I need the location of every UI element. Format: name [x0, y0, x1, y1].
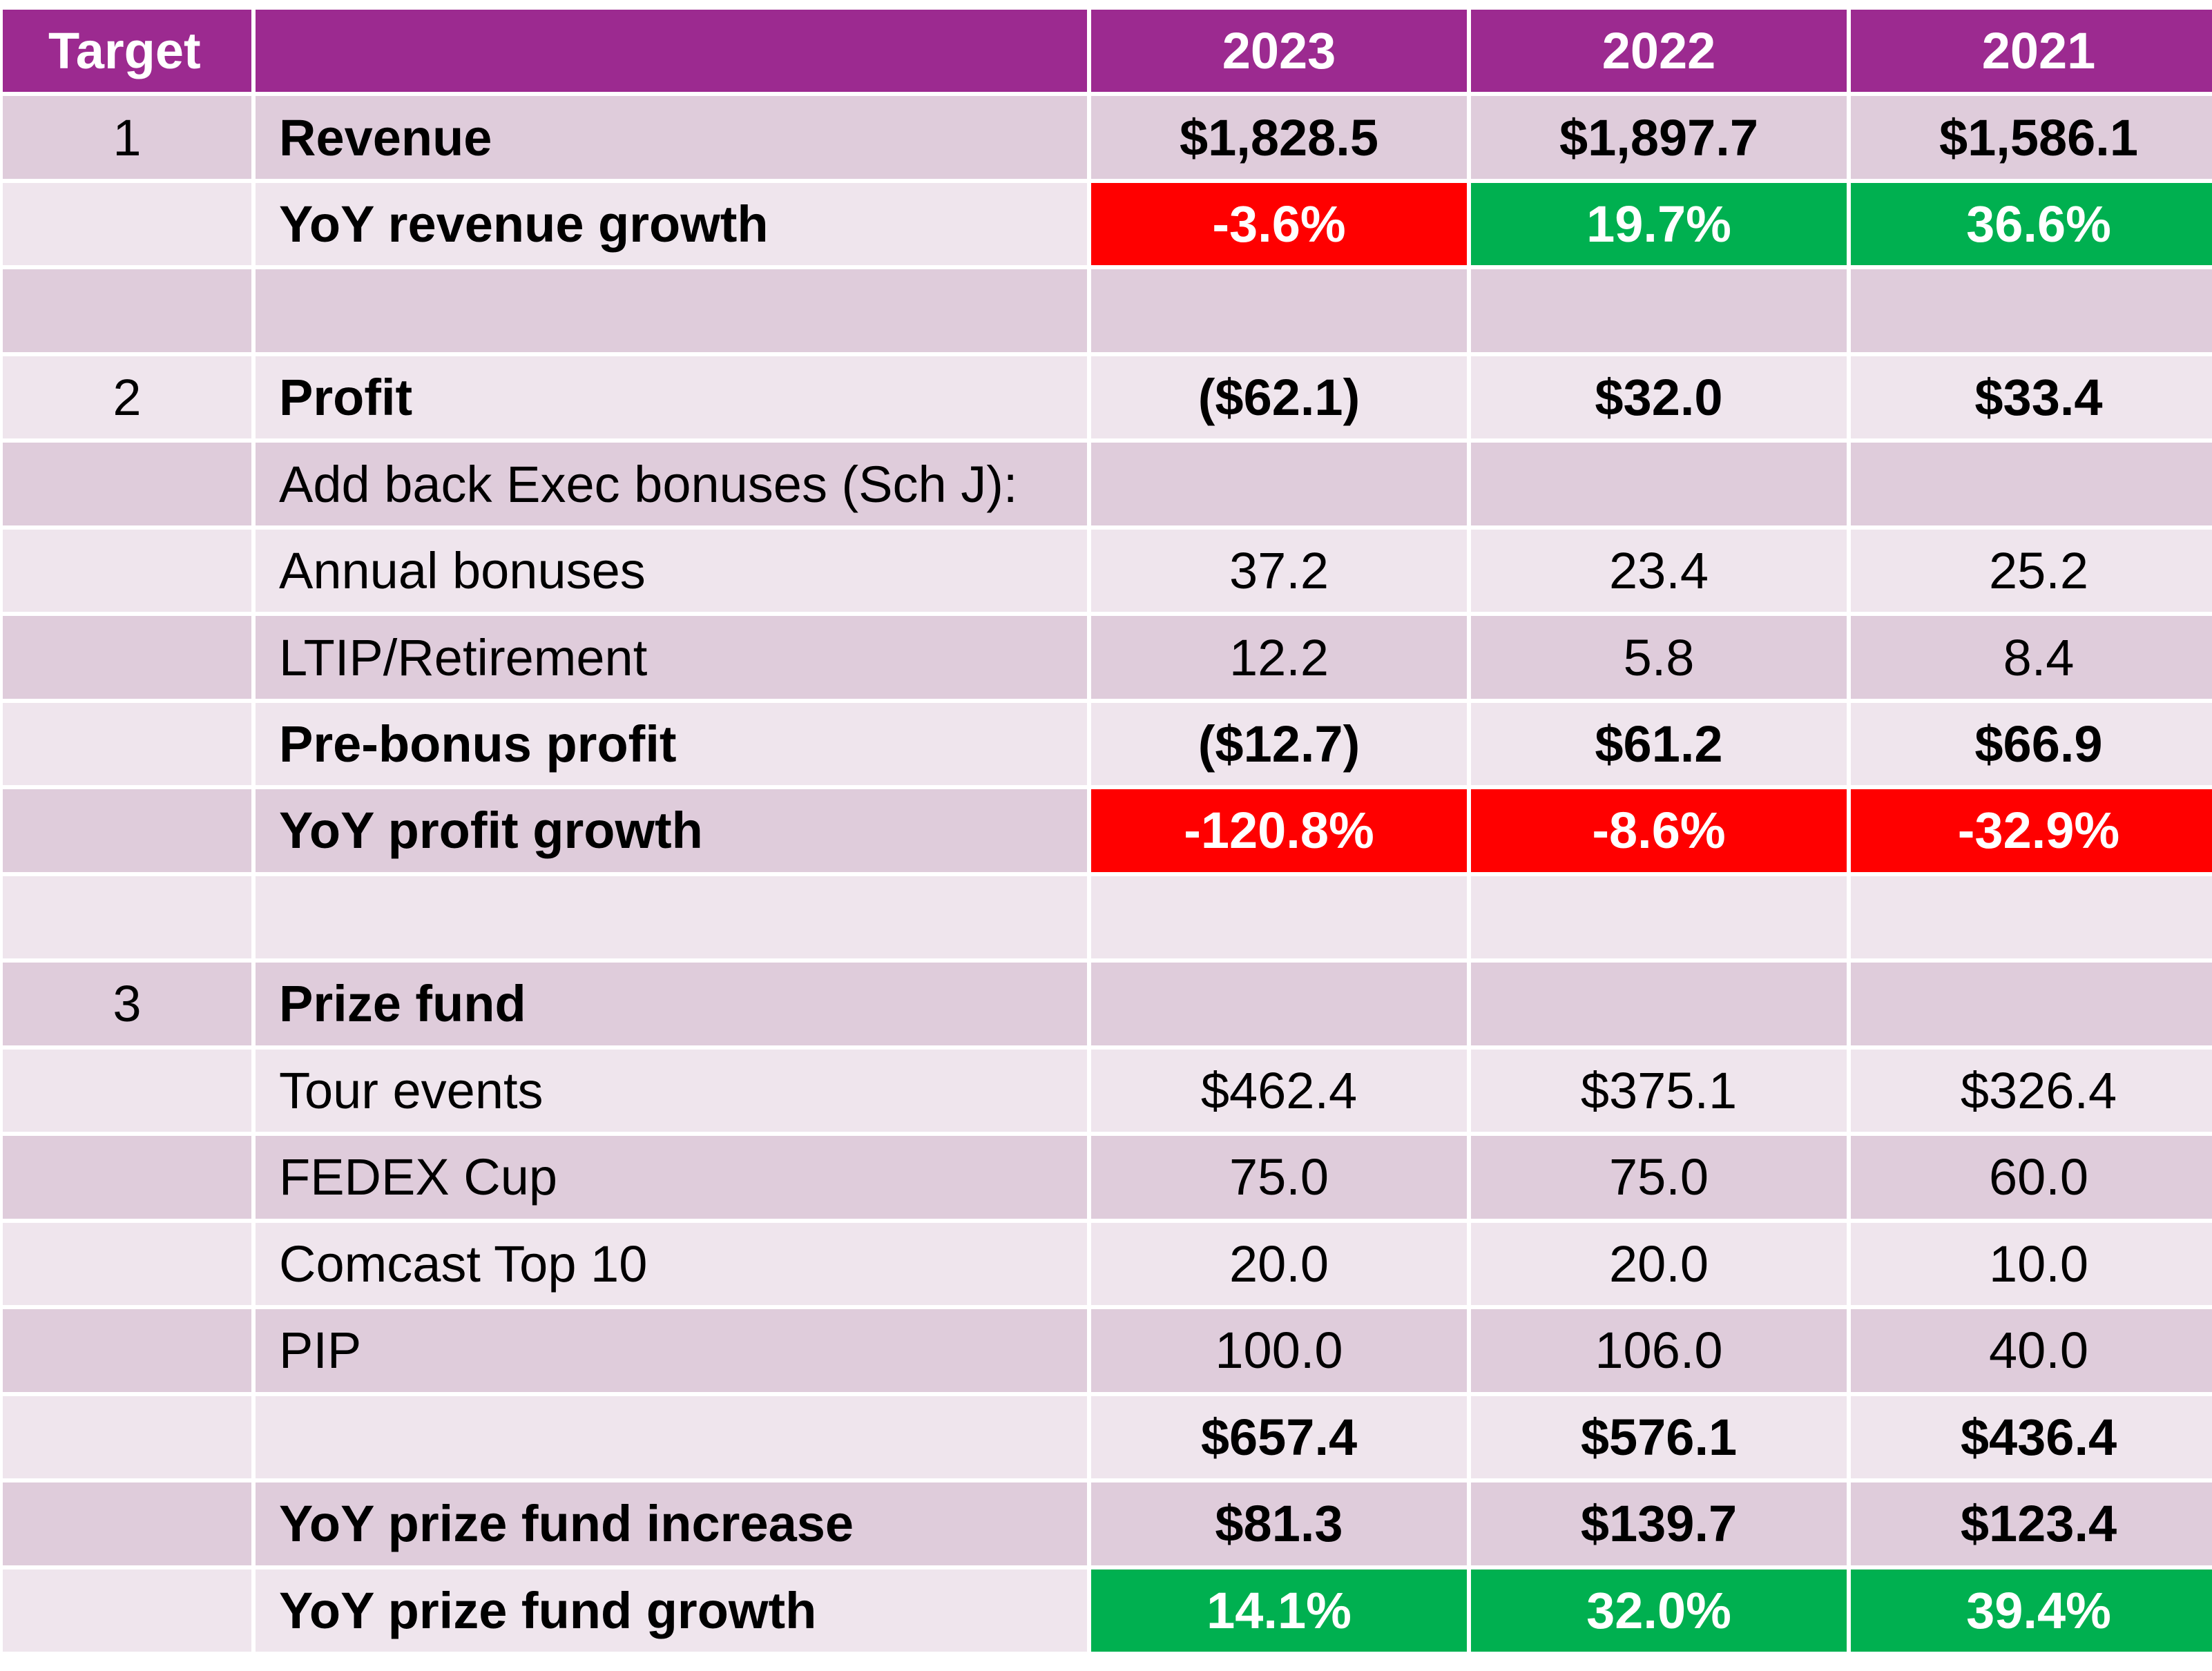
value-cell: $66.9	[1851, 702, 2212, 786]
target-cell	[3, 443, 251, 525]
value-cell: ($62.1)	[1091, 356, 1467, 439]
target-cell	[3, 1569, 251, 1652]
value-cell: 100.0	[1091, 1309, 1467, 1392]
target-cell	[3, 1136, 251, 1219]
value-cell: -3.6%	[1091, 182, 1467, 266]
target-cell	[3, 1482, 251, 1565]
value-cell	[1091, 443, 1467, 525]
row-label	[256, 269, 1087, 352]
value-cell: -120.8%	[1091, 789, 1467, 872]
value-cell: 37.2	[1091, 529, 1467, 612]
value-cell: 75.0	[1471, 1136, 1847, 1219]
value-cell: 12.2	[1091, 616, 1467, 699]
target-cell	[3, 702, 251, 786]
value-cell	[1091, 963, 1467, 1045]
value-cell: 20.0	[1091, 1222, 1467, 1306]
row-label: YoY revenue growth	[256, 182, 1087, 266]
value-cell: 25.2	[1851, 529, 2212, 612]
value-cell: 60.0	[1851, 1136, 2212, 1219]
value-cell: 32.0%	[1471, 1569, 1847, 1652]
target-cell	[3, 1049, 251, 1132]
target-cell	[3, 876, 251, 959]
target-cell	[3, 1395, 251, 1479]
row-label: Pre-bonus profit	[256, 702, 1087, 786]
value-cell	[1851, 443, 2212, 525]
value-cell: 36.6%	[1851, 182, 2212, 266]
value-cell: -8.6%	[1471, 789, 1847, 872]
row-label: LTIP/Retirement	[256, 616, 1087, 699]
value-cell: $1,586.1	[1851, 96, 2212, 179]
row-label	[256, 1395, 1087, 1479]
value-cell	[1851, 876, 2212, 959]
row-label: YoY prize fund growth	[256, 1569, 1087, 1652]
value-cell: $1,897.7	[1471, 96, 1847, 179]
value-cell: $326.4	[1851, 1049, 2212, 1132]
financial-table: Target 2023 2022 2021 1 Revenue $1,828.5 $1,897…	[3, 10, 2212, 1652]
row-label: PIP	[256, 1309, 1087, 1392]
target-cell	[3, 616, 251, 699]
value-cell	[1471, 443, 1847, 525]
row-label	[256, 876, 1087, 959]
value-cell: -32.9%	[1851, 789, 2212, 872]
value-cell: $81.3	[1091, 1482, 1467, 1565]
header-year-2021: 2021	[1851, 10, 2212, 93]
target-cell	[3, 182, 251, 266]
value-cell	[1471, 269, 1847, 352]
value-cell: 40.0	[1851, 1309, 2212, 1392]
value-cell: 14.1%	[1091, 1569, 1467, 1652]
target-cell: 2	[3, 356, 251, 439]
value-cell: 10.0	[1851, 1222, 2212, 1306]
value-cell: ($12.7)	[1091, 702, 1467, 786]
row-label: Comcast Top 10	[256, 1222, 1087, 1306]
value-cell: 75.0	[1091, 1136, 1467, 1219]
target-cell	[3, 1309, 251, 1392]
target-cell: 1	[3, 96, 251, 179]
row-label: FEDEX Cup	[256, 1136, 1087, 1219]
value-cell: 5.8	[1471, 616, 1847, 699]
row-label: Revenue	[256, 96, 1087, 179]
value-cell: 8.4	[1851, 616, 2212, 699]
target-cell	[3, 789, 251, 872]
value-cell: $1,828.5	[1091, 96, 1467, 179]
row-label: YoY profit growth	[256, 789, 1087, 872]
value-cell	[1471, 963, 1847, 1045]
value-cell	[1851, 963, 2212, 1045]
row-label: Add back Exec bonuses (Sch J):	[256, 443, 1087, 525]
value-cell: $436.4	[1851, 1395, 2212, 1479]
header-label	[256, 10, 1087, 93]
row-label: Tour events	[256, 1049, 1087, 1132]
value-cell	[1851, 269, 2212, 352]
header-year-2023: 2023	[1091, 10, 1467, 93]
value-cell: 19.7%	[1471, 182, 1847, 266]
target-cell	[3, 269, 251, 352]
target-cell	[3, 529, 251, 612]
value-cell: $123.4	[1851, 1482, 2212, 1565]
target-cell	[3, 1222, 251, 1306]
target-cell: 3	[3, 963, 251, 1045]
value-cell: 20.0	[1471, 1222, 1847, 1306]
header-target: Target	[3, 10, 251, 93]
value-cell: $462.4	[1091, 1049, 1467, 1132]
value-cell: $32.0	[1471, 356, 1847, 439]
value-cell: $375.1	[1471, 1049, 1847, 1132]
value-cell: $61.2	[1471, 702, 1847, 786]
value-cell: 23.4	[1471, 529, 1847, 612]
row-label: Prize fund	[256, 963, 1087, 1045]
value-cell: 39.4%	[1851, 1569, 2212, 1652]
row-label: YoY prize fund increase	[256, 1482, 1087, 1565]
value-cell: $657.4	[1091, 1395, 1467, 1479]
value-cell: $576.1	[1471, 1395, 1847, 1479]
value-cell: $33.4	[1851, 356, 2212, 439]
value-cell	[1471, 876, 1847, 959]
value-cell: 106.0	[1471, 1309, 1847, 1392]
value-cell	[1091, 269, 1467, 352]
row-label: Annual bonuses	[256, 529, 1087, 612]
value-cell: $139.7	[1471, 1482, 1847, 1565]
row-label: Profit	[256, 356, 1087, 439]
header-year-2022: 2022	[1471, 10, 1847, 93]
value-cell	[1091, 876, 1467, 959]
